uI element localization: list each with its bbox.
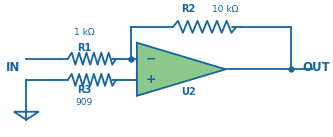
Text: 909: 909 bbox=[75, 99, 93, 107]
Text: R2: R2 bbox=[181, 4, 195, 14]
Text: −: − bbox=[146, 52, 156, 65]
Text: 10 kΩ: 10 kΩ bbox=[212, 5, 239, 14]
Text: R1: R1 bbox=[77, 43, 91, 53]
Text: R3: R3 bbox=[77, 85, 91, 95]
Text: OUT: OUT bbox=[302, 62, 330, 74]
Text: 1 kΩ: 1 kΩ bbox=[74, 28, 94, 37]
Text: IN: IN bbox=[6, 62, 20, 74]
Text: U2: U2 bbox=[181, 87, 195, 97]
Text: +: + bbox=[146, 73, 156, 86]
Polygon shape bbox=[137, 43, 226, 96]
